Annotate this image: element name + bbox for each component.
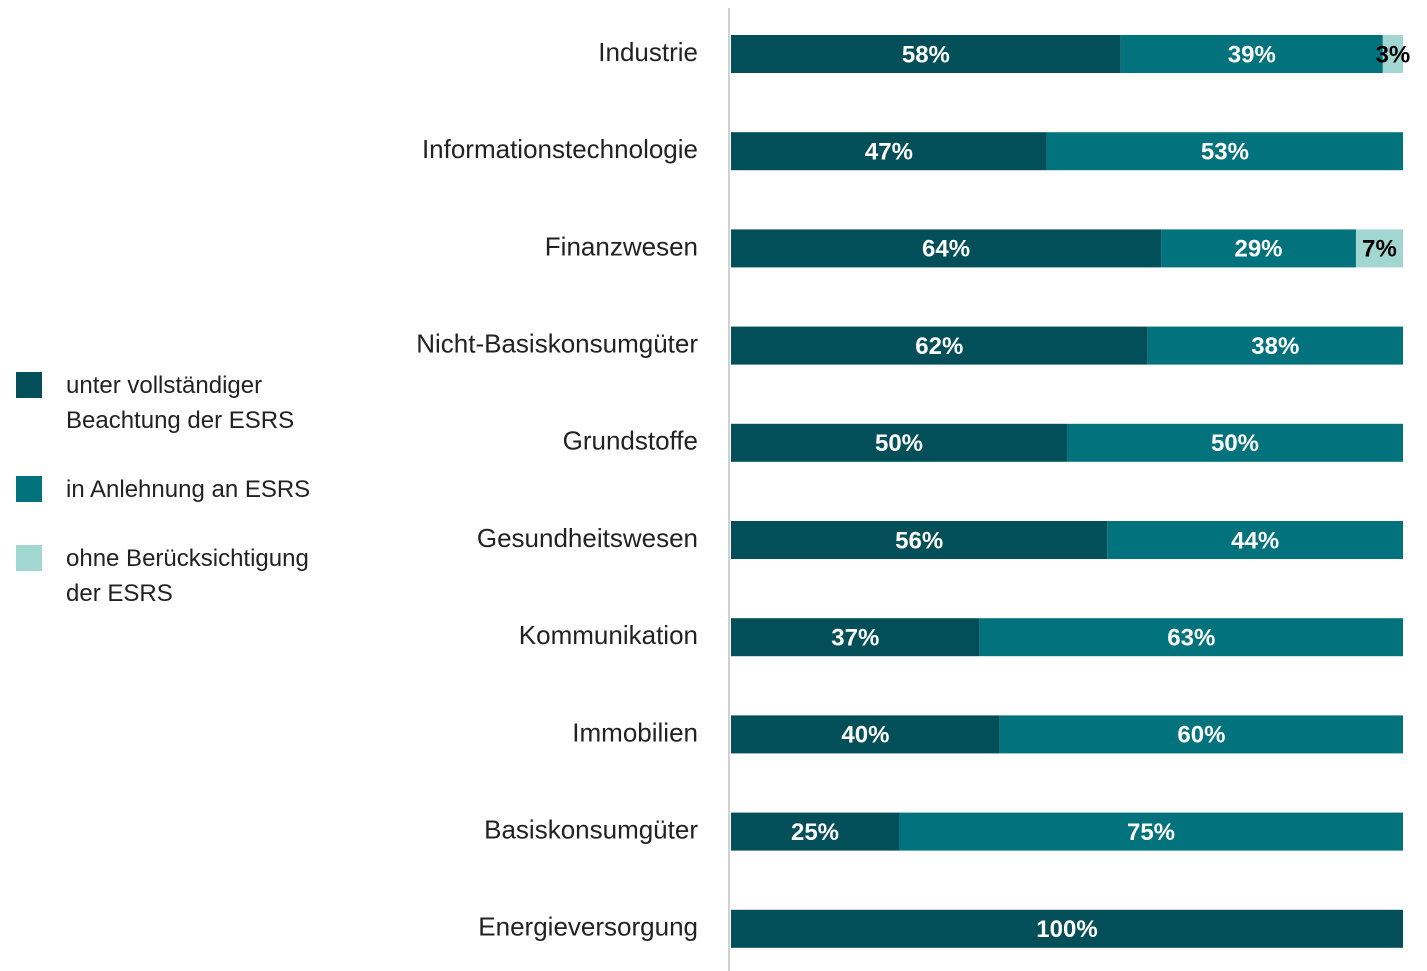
data-label: 53% (1201, 139, 1249, 166)
data-label: 29% (1234, 236, 1282, 263)
bar-segment (1382, 35, 1403, 73)
category-label: Energieversorgung (478, 912, 698, 942)
bar-segment (731, 132, 1047, 171)
category-label: Industrie (598, 37, 698, 67)
bar-segment (1161, 229, 1356, 268)
category-label: Gesundheitswesen (477, 523, 698, 553)
legend-swatch (16, 545, 42, 571)
category-label: Kommunikation (519, 620, 698, 650)
bar-segment (731, 812, 899, 851)
data-label: 58% (902, 41, 950, 68)
data-label: 50% (875, 430, 923, 457)
data-label: 64% (922, 236, 970, 263)
category-label: Grundstoffe (563, 426, 698, 456)
data-label: 62% (915, 333, 963, 360)
data-label: 75% (1127, 819, 1175, 846)
bar-segment (999, 715, 1403, 754)
legend: unter vollständiger Beachtung der ESRS in… (16, 368, 346, 645)
data-label: 50% (1211, 430, 1259, 457)
data-label: 100% (1036, 916, 1097, 943)
data-label: 38% (1251, 333, 1299, 360)
data-label: 60% (1177, 722, 1225, 749)
data-label: 47% (865, 139, 913, 166)
bar-segment (1107, 521, 1403, 559)
legend-item: unter vollständiger Beachtung der ESRS (16, 368, 346, 438)
category-label: Finanzwesen (545, 231, 698, 261)
data-label: 56% (895, 527, 943, 554)
data-label: 63% (1167, 625, 1215, 652)
bar-segment (1147, 326, 1403, 365)
bar-segment (1120, 35, 1383, 73)
data-label: 39% (1228, 41, 1276, 68)
legend-label: unter vollständiger Beachtung der ESRS (66, 372, 295, 434)
bar-segment (1067, 423, 1403, 462)
category-label: Nicht-Basiskonsumgüter (416, 328, 698, 358)
category-label: Basiskonsumgüter (484, 814, 698, 844)
bar-segment (731, 35, 1121, 73)
bar-segment (731, 423, 1067, 462)
bar-segment (979, 618, 1403, 657)
data-label: 40% (841, 722, 889, 749)
bar-segment (731, 715, 1000, 754)
data-label: 25% (791, 819, 839, 846)
data-label: 7% (1362, 236, 1397, 263)
legend-label: in Anlehnung an ESRS (66, 476, 311, 503)
bar-segment (899, 812, 1403, 851)
data-label: 37% (831, 625, 879, 652)
category-label: Informationstechnologie (422, 134, 698, 164)
bar-segment (1046, 132, 1403, 171)
category-label: Immobilien (572, 717, 698, 747)
bar-segment (1355, 229, 1403, 268)
legend-item: ohne Berücksichtigung der ESRS (16, 541, 346, 611)
bar-segment (731, 521, 1108, 559)
bar-segment (731, 229, 1162, 268)
bar-segment (731, 326, 1148, 365)
data-label: 44% (1231, 527, 1279, 554)
legend-label: ohne Berücksichtigung der ESRS (66, 545, 309, 607)
legend-swatch (16, 372, 42, 398)
legend-swatch (16, 476, 42, 502)
data-label: 3% (1376, 41, 1411, 68)
legend-item: in Anlehnung an ESRS (16, 472, 346, 507)
bar-segment (731, 618, 980, 657)
bar-segment (731, 909, 1403, 948)
